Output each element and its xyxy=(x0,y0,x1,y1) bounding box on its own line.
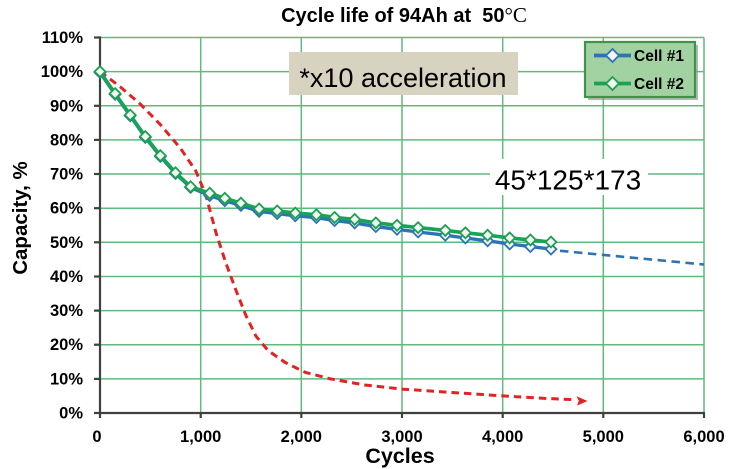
svg-text:0: 0 xyxy=(92,428,101,446)
svg-text:90%: 90% xyxy=(50,97,83,115)
svg-text:110%: 110% xyxy=(42,29,84,47)
svg-text:1,000: 1,000 xyxy=(180,428,221,446)
svg-text:100%: 100% xyxy=(41,63,84,81)
svg-text:Cycles: Cycles xyxy=(365,444,434,468)
svg-text:0%: 0% xyxy=(59,405,83,423)
svg-text:5,000: 5,000 xyxy=(583,428,624,446)
svg-text:2,000: 2,000 xyxy=(281,428,322,446)
svg-text:4,000: 4,000 xyxy=(482,428,523,446)
svg-text:6,000: 6,000 xyxy=(683,428,724,446)
svg-text:40%: 40% xyxy=(50,268,83,286)
svg-text:45*125*173: 45*125*173 xyxy=(495,165,641,196)
svg-text:30%: 30% xyxy=(50,302,83,320)
svg-text:10%: 10% xyxy=(50,370,83,388)
svg-text:20%: 20% xyxy=(50,336,83,354)
svg-text:60%: 60% xyxy=(50,200,83,218)
svg-text:Cell #2: Cell #2 xyxy=(634,76,684,93)
svg-text:Cycle life of 94Ah at 50°C: Cycle life of 94Ah at 50°C xyxy=(281,3,527,27)
svg-text:80%: 80% xyxy=(50,131,83,149)
svg-text:Capacity, %: Capacity, % xyxy=(9,161,32,275)
svg-text:3,000: 3,000 xyxy=(381,428,422,446)
svg-text:70%: 70% xyxy=(50,166,83,184)
svg-text:*x10 acceleration: *x10 acceleration xyxy=(299,63,506,93)
svg-text:Cell #1: Cell #1 xyxy=(634,48,684,65)
svg-text:50%: 50% xyxy=(50,234,83,252)
